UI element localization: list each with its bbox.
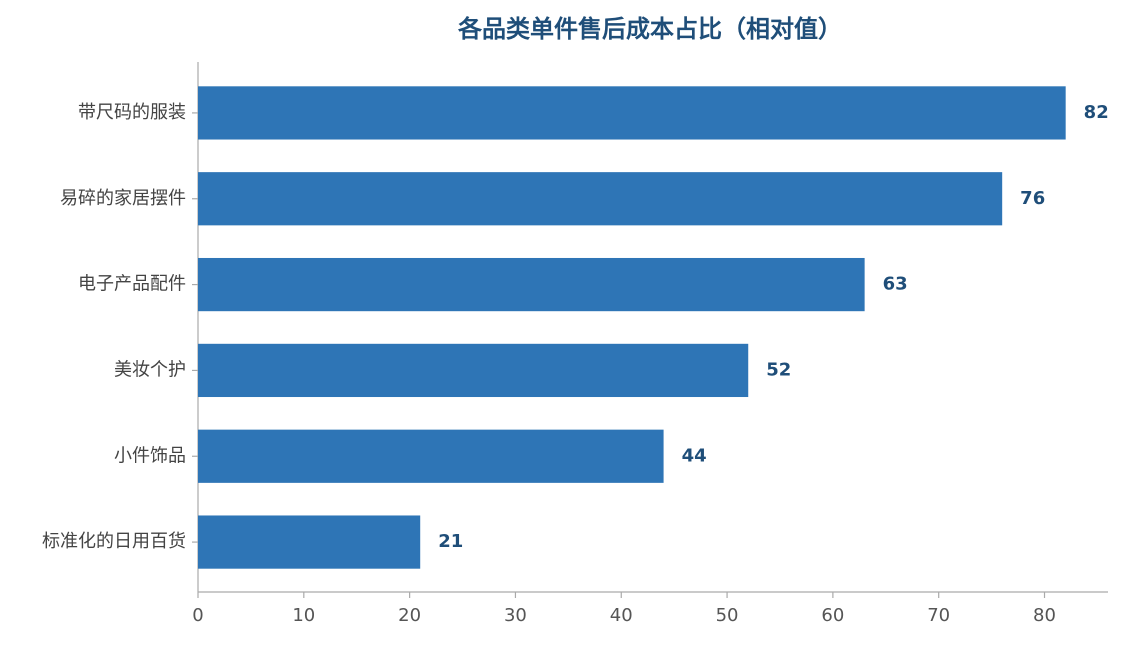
y-tick-label: 带尺码的服装 xyxy=(78,102,186,123)
value-label: 82 xyxy=(1084,102,1109,123)
x-tick-label: 10 xyxy=(292,605,315,626)
bar xyxy=(198,86,1066,140)
x-tick-label: 20 xyxy=(398,605,421,626)
bar xyxy=(198,429,664,483)
y-tick-label: 美妆个护 xyxy=(114,359,186,380)
bar xyxy=(198,515,421,569)
chart-title: 各品类单件售后成本占比（相对值） xyxy=(457,15,842,43)
bar xyxy=(198,343,749,398)
bar xyxy=(198,257,865,312)
y-tick-label: 小件饰品 xyxy=(114,445,186,466)
y-tick-label: 标准化的日用百货 xyxy=(42,531,186,552)
y-tick-label: 易碎的家居摆件 xyxy=(60,188,186,209)
x-tick-label: 50 xyxy=(716,605,739,626)
value-label: 63 xyxy=(883,274,908,295)
x-tick-label: 80 xyxy=(1033,605,1056,626)
x-tick-label: 0 xyxy=(192,605,203,626)
value-label: 44 xyxy=(682,445,707,466)
value-label: 21 xyxy=(438,531,463,552)
value-label: 76 xyxy=(1020,188,1045,209)
bar xyxy=(198,172,1003,226)
x-tick-label: 70 xyxy=(927,605,950,626)
x-tick-label: 60 xyxy=(821,605,844,626)
value-label: 52 xyxy=(766,359,791,380)
x-tick-label: 30 xyxy=(504,605,527,626)
y-tick-label: 电子产品配件 xyxy=(78,274,186,295)
x-tick-label: 40 xyxy=(610,605,633,626)
